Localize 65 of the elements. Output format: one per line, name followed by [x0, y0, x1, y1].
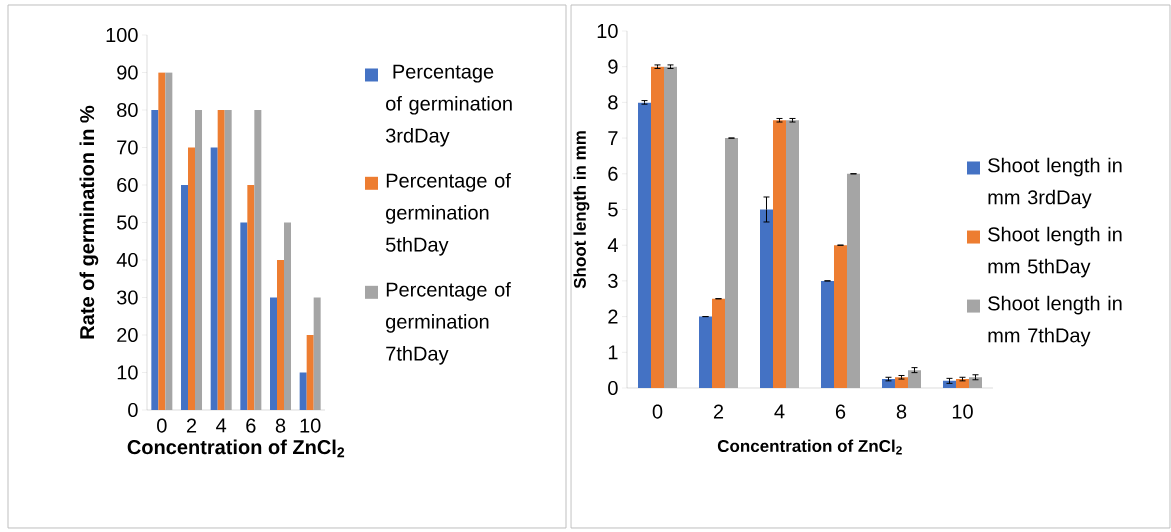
bar: [270, 297, 277, 410]
x-tick-label: 6: [835, 404, 846, 419]
y-tick-label: 40: [116, 252, 138, 268]
x-tick-label: 10: [300, 418, 321, 433]
legend-label: Percentage of germination 5thDay: [386, 173, 511, 256]
x-tick-label: 6: [246, 418, 256, 433]
y-tick-label: 50: [117, 215, 138, 230]
x-tick-label: 10: [952, 404, 973, 419]
bar: [834, 245, 847, 388]
bar: [638, 102, 651, 388]
y-tick-label: 0: [608, 380, 618, 396]
bar: [240, 222, 248, 410]
x-tick-label: 2: [713, 404, 724, 419]
legend-label: Shoot length in mm 7thDay: [988, 295, 1122, 347]
bar: [651, 66, 664, 388]
y-tick-label: 30: [117, 290, 138, 305]
y-tick-label: 1: [608, 345, 618, 360]
x-tick-label: 8: [896, 404, 907, 419]
bar: [955, 379, 969, 388]
y-tick-label: 7: [608, 131, 618, 145]
x-tick-label: 8: [275, 418, 286, 433]
y-tick-label: 4: [607, 238, 618, 253]
y-tick-label: 10: [117, 365, 138, 380]
bar: [277, 259, 285, 410]
x-axis-title: Concentration of ZnCl$_{2}$: [127, 439, 345, 458]
y-tick-label: 20: [117, 327, 138, 343]
y-tick-label: 8: [608, 95, 618, 110]
bar: [151, 109, 159, 410]
bar: [217, 109, 225, 410]
y-tick-label: 10: [597, 23, 618, 39]
x-tick-label: 2: [186, 418, 197, 433]
bar: [712, 298, 725, 388]
x-axis-title: Concentration of ZnCl$_{2}$: [717, 439, 902, 455]
x-tick-label: 4: [216, 418, 227, 433]
y-axis-title: Shoot length in mm: [573, 131, 590, 289]
y-tick-label: 90: [117, 65, 138, 80]
legend-label: Shoot length in mm 3rdDay: [988, 157, 1122, 209]
y-tick-label: 100: [106, 27, 138, 43]
y-tick-label: 5: [608, 202, 618, 217]
bar: [158, 72, 166, 410]
bar: [247, 184, 255, 410]
y-tick-label: 6: [608, 166, 618, 181]
x-tick-label: 0: [652, 404, 663, 419]
x-tick-label: 4: [774, 404, 785, 419]
bar: [181, 184, 189, 410]
y-axis-title: Rate of germination in %: [79, 105, 99, 339]
bar: [882, 379, 895, 388]
y-tick-label: 2: [608, 309, 618, 324]
bar: [188, 147, 196, 410]
y-tick-label: 70: [117, 140, 138, 155]
legend-label: Percentage of germination 7thDay: [386, 282, 511, 365]
y-tick-label: 60: [117, 177, 138, 193]
legend-label: Percentage of germination 3rdDay: [385, 64, 512, 147]
y-tick-label: 3: [608, 273, 618, 288]
bar: [760, 209, 773, 388]
bar: [773, 120, 786, 388]
x-tick-label: 0: [157, 418, 167, 433]
bar: [299, 372, 307, 410]
y-tick-label: 9: [608, 59, 618, 74]
bar: [699, 316, 712, 388]
bar: [210, 147, 218, 410]
y-tick-label: 80: [117, 102, 138, 118]
legend-label: Shoot length in mm 5thDay: [988, 226, 1122, 278]
bar: [821, 280, 834, 388]
bar: [306, 334, 314, 410]
